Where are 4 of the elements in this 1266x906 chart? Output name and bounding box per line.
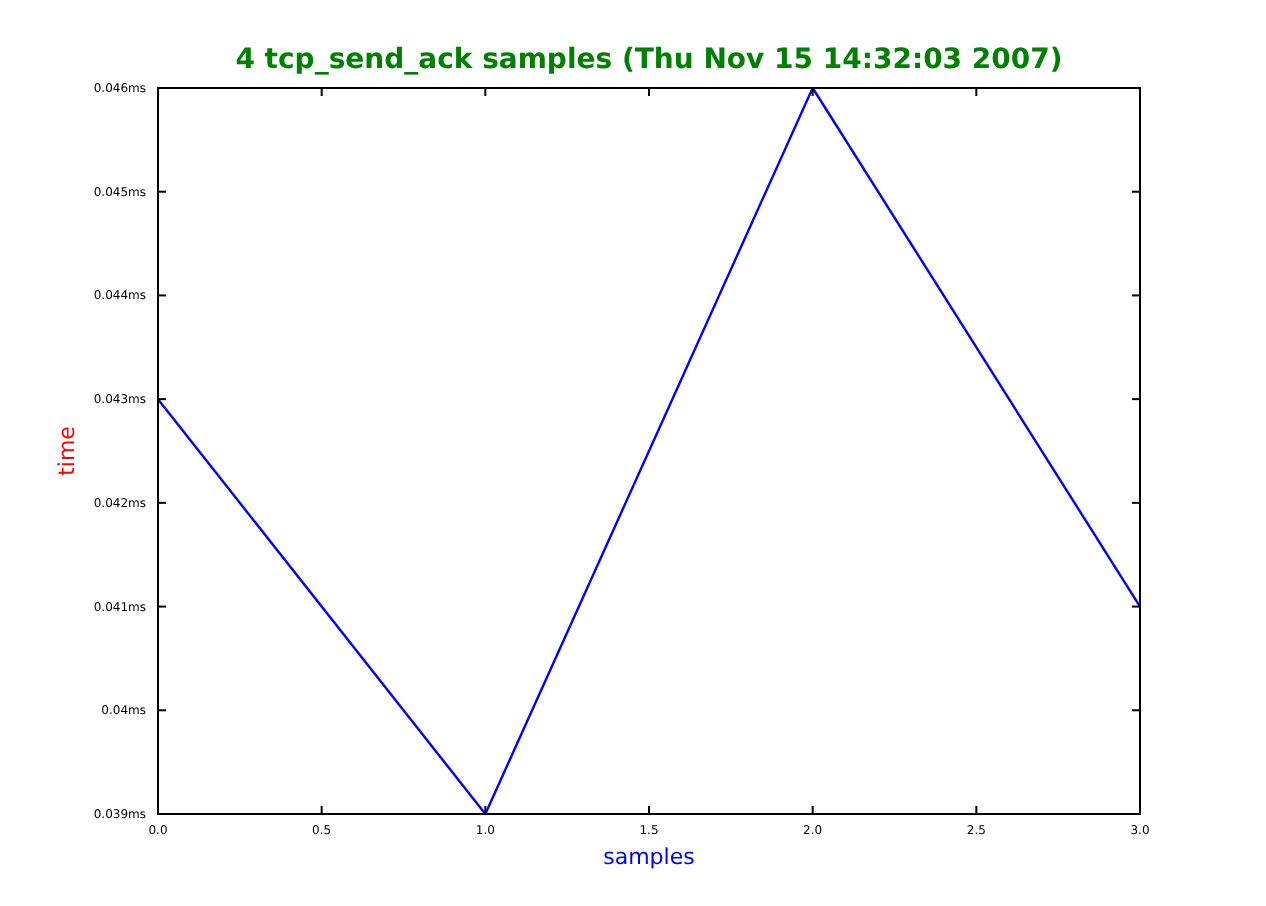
y-axis-title: time (54, 425, 80, 476)
chart-title: 4 tcp_send_ack samples (Thu Nov 15 14:32:03 2007) (235, 44, 1063, 76)
line-series (156, 86, 1142, 816)
x-axis-title: samples (603, 844, 696, 870)
